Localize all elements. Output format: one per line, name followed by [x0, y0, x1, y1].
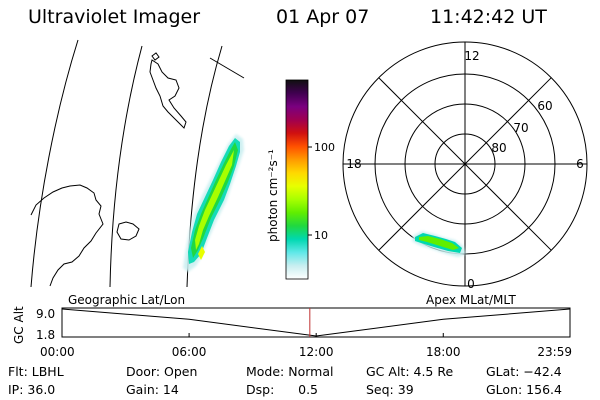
- info-mode: Mode: Normal: [246, 364, 334, 379]
- time-label: 11:42:42 UT: [430, 6, 547, 28]
- colorbar: 100 10 photon cm⁻²s⁻¹: [266, 79, 335, 280]
- new-zealand-island: [151, 52, 160, 61]
- colorbar-tick-label-10: 10: [314, 229, 328, 242]
- altitude-series: [61, 308, 571, 337]
- altitude-ytick-top: 9.0: [36, 307, 55, 321]
- colorbar-tick-label-100: 100: [314, 141, 335, 154]
- mlt-label-6: 6: [576, 157, 584, 171]
- map-grid-line: [30, 39, 79, 288]
- map-panel-title: Geographic Lat/Lon: [68, 293, 185, 307]
- mlt-axis-diagonal: [378, 77, 552, 251]
- mlat-label-60: 60: [537, 99, 552, 113]
- info-dsp: Dsp: 0.5: [246, 382, 319, 397]
- australia-coastline: [30, 184, 104, 287]
- altitude-xtick-label: 06:00: [172, 345, 207, 359]
- polar-panel-title: Apex MLat/MLT: [426, 293, 516, 307]
- altitude-ytick-bottom: 1.8: [36, 328, 55, 342]
- map-grid-line: [109, 45, 143, 288]
- altitude-plot-frame: [61, 307, 571, 338]
- geographic-map-panel: [30, 39, 245, 288]
- altitude-ylabel: GC Alt: [12, 306, 26, 344]
- tasmania-coastline: [116, 221, 140, 241]
- aurora-emission: [183, 134, 244, 272]
- mlt-label-12: 12: [464, 49, 479, 63]
- date-label: 01 Apr 07: [276, 6, 370, 28]
- altitude-xtick-label: 23:59: [537, 345, 572, 359]
- page-title: Ultraviolet Imager: [28, 6, 201, 28]
- new-zealand-coastline: [149, 59, 187, 129]
- map-grid-line: [209, 57, 245, 79]
- info-door: Door: Open: [126, 364, 198, 379]
- info-flt: Flt: LBHL: [8, 364, 64, 379]
- polar-labels: 12 18 6 0 60 70 80: [346, 49, 583, 291]
- colorbar-label: photon cm⁻²s⁻¹: [266, 149, 280, 242]
- altitude-xtick-label: 12:00: [299, 345, 334, 359]
- altitude-xtick-label: 00:00: [40, 345, 75, 359]
- polar-aurora: [412, 231, 466, 257]
- mlt-label-0: 0: [467, 277, 475, 291]
- mlat-label-80: 80: [491, 141, 506, 155]
- colorbar-gradient: [285, 79, 309, 280]
- info-gain: Gain: 14: [126, 382, 179, 397]
- info-ip: IP: 36.0: [8, 382, 56, 397]
- mlt-label-18: 18: [346, 157, 361, 171]
- altitude-strip: Geographic Lat/Lon Apex MLat/MLT GC Alt …: [12, 293, 572, 359]
- altitude-xticks: 00:00 06:00 12:00 18:00 23:59: [40, 333, 572, 359]
- info-glat: GLat: −42.4: [486, 364, 562, 379]
- altitude-xtick-label: 18:00: [426, 345, 461, 359]
- polar-panel: [342, 41, 588, 287]
- mlat-label-70: 70: [513, 121, 528, 135]
- info-gc-alt: GC Alt: 4.5 Re: [366, 364, 454, 379]
- info-glon: GLon: 156.4: [486, 382, 562, 397]
- altitude-line: [61, 308, 571, 337]
- info-seq: Seq: 39: [366, 382, 414, 397]
